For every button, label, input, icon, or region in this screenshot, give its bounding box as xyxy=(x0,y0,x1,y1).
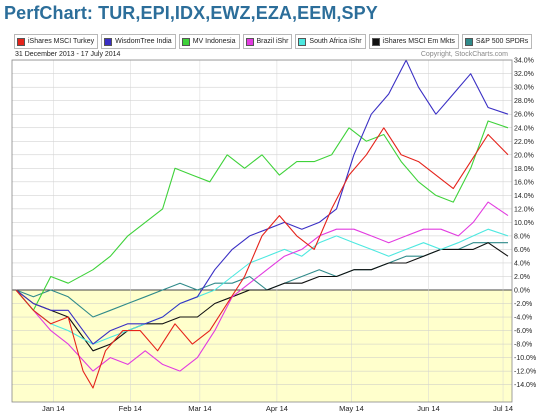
y-axis-ticks: 34.0% 32.0% 30.0% 28.0% 26.0% 24.0% 22.0% 20.0%… xyxy=(514,58,536,389)
x-tick-label: Feb 14 xyxy=(119,404,142,413)
y-tick-label: -8.0% xyxy=(514,342,532,349)
y-tick-label: 20.0% xyxy=(514,152,534,159)
y-tick-label: 2.0% xyxy=(514,274,530,281)
y-tick-label: 22.0% xyxy=(514,139,534,146)
series-line xyxy=(15,242,509,352)
x-tick-label: Apr 14 xyxy=(266,404,288,413)
chart-title: PerfChart: TUR,EPI,IDX,EWZ,EZA,EEM,SPY xyxy=(4,3,378,23)
x-tick-label: May 14 xyxy=(339,404,364,413)
y-tick-label: 26.0% xyxy=(514,112,534,119)
legend-label: South Africa iShr xyxy=(309,38,362,45)
y-tick-label: -2.0% xyxy=(514,301,532,308)
plot-border xyxy=(11,59,513,403)
legend-swatch xyxy=(181,37,190,46)
y-tick-label: 32.0% xyxy=(514,71,534,78)
legend-swatch xyxy=(464,37,473,46)
legend-item[interactable]: South Africa iShr xyxy=(295,34,366,49)
copyright-label: Copyright, StockCharts.com xyxy=(421,51,508,58)
legend-swatch xyxy=(371,37,380,46)
legend-swatch xyxy=(17,37,25,46)
y-tick-label: 30.0% xyxy=(514,85,534,92)
y-tick-label: 24.0% xyxy=(514,125,534,132)
y-tick-label: 4.0% xyxy=(514,260,530,267)
legend-item[interactable]: WisdomTree India xyxy=(101,34,176,49)
plot-area-bottom xyxy=(12,290,512,402)
legend-label: WisdomTree India xyxy=(115,38,172,45)
y-tick-label: 6.0% xyxy=(514,247,530,254)
x-tick-label: Jul 14 xyxy=(493,404,513,413)
y-tick-label: 16.0% xyxy=(514,179,534,186)
y-tick-label: 34.0% xyxy=(514,58,534,65)
y-tick-label: -4.0% xyxy=(514,315,532,322)
x-tick-label: Mar 14 xyxy=(188,404,211,413)
series-line xyxy=(15,120,509,311)
legend-swatch xyxy=(298,37,307,46)
legend-label: iShares MSCI Turkey xyxy=(28,38,95,45)
legend-label: MV Indonesia xyxy=(192,38,236,45)
y-tick-label: 10.0% xyxy=(514,220,534,227)
series-line xyxy=(15,201,509,372)
y-tick-label: 12.0% xyxy=(514,206,534,213)
y-tick-label: -6.0% xyxy=(514,328,532,335)
date-range-label: 31 December 2013 - 17 July 2014 xyxy=(15,51,121,58)
y-tick-label: 14.0% xyxy=(514,193,534,200)
legend-label: Brazil iShr xyxy=(256,38,289,45)
legend-item[interactable]: MV Indonesia xyxy=(178,34,240,49)
legend-label: S&P 500 SPDRs xyxy=(475,38,529,45)
legend-swatch xyxy=(245,37,254,46)
x-tick-label: Jun 14 xyxy=(417,404,440,413)
x-axis-ticks: Jan 14 Feb 14 Mar 14 Apr 14 May 14 Jun 14 Jul … xyxy=(42,404,513,413)
y-tick-label: 0.0% xyxy=(514,288,530,295)
legend-item[interactable]: Brazil iShr xyxy=(242,34,293,49)
legend-item[interactable]: iShares MSCI Em Mkts xyxy=(368,34,459,49)
legend-item[interactable]: iShares MSCI Turkey xyxy=(14,34,99,49)
series-line xyxy=(15,59,509,345)
legend-item[interactable]: S&P 500 SPDRs xyxy=(461,34,533,49)
y-tick-label: -10.0% xyxy=(514,355,536,362)
plot-area-top xyxy=(12,60,512,290)
series-line xyxy=(15,228,509,345)
series-lines xyxy=(15,59,509,389)
legend-swatch xyxy=(104,37,113,46)
y-tick-label: 8.0% xyxy=(514,233,530,240)
legend-label: iShares MSCI Em Mkts xyxy=(382,38,455,45)
y-tick-label: -12.0% xyxy=(514,369,536,376)
y-tick-label: 28.0% xyxy=(514,98,534,105)
y-tick-label: 18.0% xyxy=(514,166,534,173)
series-line xyxy=(15,127,509,389)
y-tick-label: -14.0% xyxy=(514,382,536,389)
legend: iShares MSCI Turkey WisdomTree India MV In… xyxy=(14,34,533,49)
x-tick-label: Jan 14 xyxy=(42,404,65,413)
grid xyxy=(12,59,512,402)
